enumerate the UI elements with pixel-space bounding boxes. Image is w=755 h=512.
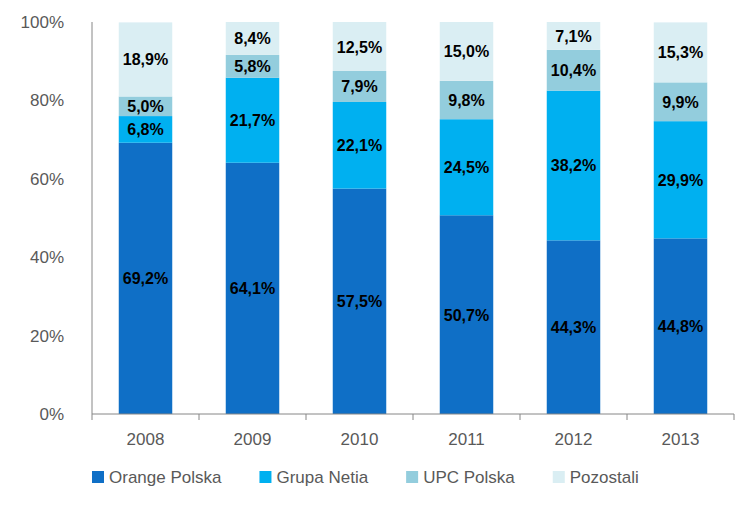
bar-segment	[547, 50, 601, 91]
x-tick	[92, 414, 93, 420]
data-label: 12,5%	[337, 39, 382, 56]
y-axis	[92, 22, 93, 414]
legend-label: Pozostali	[570, 468, 639, 487]
data-label: 5,8%	[234, 58, 270, 75]
legend-label: UPC Polska	[423, 468, 515, 487]
bar-segment	[547, 240, 601, 414]
data-label: 10,4%	[551, 62, 596, 79]
x-tick	[413, 414, 414, 420]
data-label: 50,7%	[444, 307, 489, 324]
x-tick	[306, 414, 307, 420]
bar-segment	[119, 116, 173, 143]
y-tick-label: 60%	[30, 170, 64, 189]
x-tick	[199, 414, 200, 420]
bar-segment	[440, 119, 494, 215]
y-tick-label: 0%	[39, 405, 64, 424]
bar-segment	[226, 78, 280, 163]
bar-segment	[654, 238, 708, 414]
bars	[119, 22, 708, 414]
data-label: 8,4%	[234, 30, 270, 47]
data-label: 44,8%	[658, 318, 703, 335]
data-label: 18,9%	[123, 51, 168, 68]
bar-segment	[440, 81, 494, 119]
y-tick-label: 80%	[30, 91, 64, 110]
bar-segment	[654, 121, 708, 238]
data-label: 22,1%	[337, 137, 382, 154]
chart: 0% 20% 40% 60% 80% 100% 2008 2009 2010 2011 2012 20…	[0, 0, 755, 512]
x-tick	[627, 414, 628, 420]
legend-swatch	[259, 471, 271, 483]
data-label: 57,5%	[337, 293, 382, 310]
x-tick-label: 2008	[127, 430, 165, 449]
bar-segment	[654, 82, 708, 121]
bar-segment	[440, 215, 494, 414]
legend: Orange Polska Grupa Netia UPC Polska Pozost…	[92, 468, 639, 487]
data-label: 21,7%	[230, 112, 275, 129]
bar-segment	[119, 143, 173, 414]
x-tick-label: 2011	[448, 430, 485, 449]
bar-segment	[119, 96, 173, 116]
bar-segment	[547, 22, 601, 50]
bar-segment	[547, 91, 601, 241]
legend-swatch	[553, 471, 565, 483]
data-label: 24,5%	[444, 159, 489, 176]
x-tick-label: 2012	[555, 430, 593, 449]
data-label: 69,2%	[123, 270, 168, 287]
data-label: 9,9%	[662, 94, 698, 111]
data-label: 15,3%	[658, 44, 703, 61]
bar-segment	[119, 22, 173, 96]
y-tick-label: 40%	[30, 248, 64, 267]
y-tick-label: 100%	[21, 13, 64, 32]
legend-label: Orange Polska	[109, 468, 222, 487]
bar-segment	[333, 102, 387, 189]
data-label: 15,0%	[444, 43, 489, 60]
data-label: 5,0%	[127, 98, 163, 115]
bar-segment	[654, 22, 708, 82]
data-label: 7,1%	[555, 28, 591, 45]
data-label: 38,2%	[551, 157, 596, 174]
bar-segment	[333, 189, 387, 414]
data-label: 6,8%	[127, 121, 163, 138]
bar-segment	[226, 163, 280, 414]
x-tick-label: 2010	[341, 430, 379, 449]
data-label: 44,3%	[551, 319, 596, 336]
x-tick-label: 2009	[234, 430, 272, 449]
bar-segment	[333, 22, 387, 71]
bar-segment	[333, 71, 387, 102]
bar-segment	[226, 22, 280, 55]
x-tick	[734, 414, 735, 420]
legend-swatch	[92, 471, 104, 483]
data-label: 29,9%	[658, 172, 703, 189]
legend-label: Grupa Netia	[276, 468, 368, 487]
data-label: 9,8%	[448, 92, 484, 109]
data-label: 64,1%	[230, 280, 275, 297]
x-tick	[520, 414, 521, 420]
y-tick-label: 20%	[30, 327, 64, 346]
bar-segment	[440, 22, 494, 81]
data-label: 7,9%	[341, 78, 377, 95]
legend-swatch	[406, 471, 418, 483]
bar-segment	[226, 55, 280, 78]
x-tick-label: 2013	[662, 430, 700, 449]
